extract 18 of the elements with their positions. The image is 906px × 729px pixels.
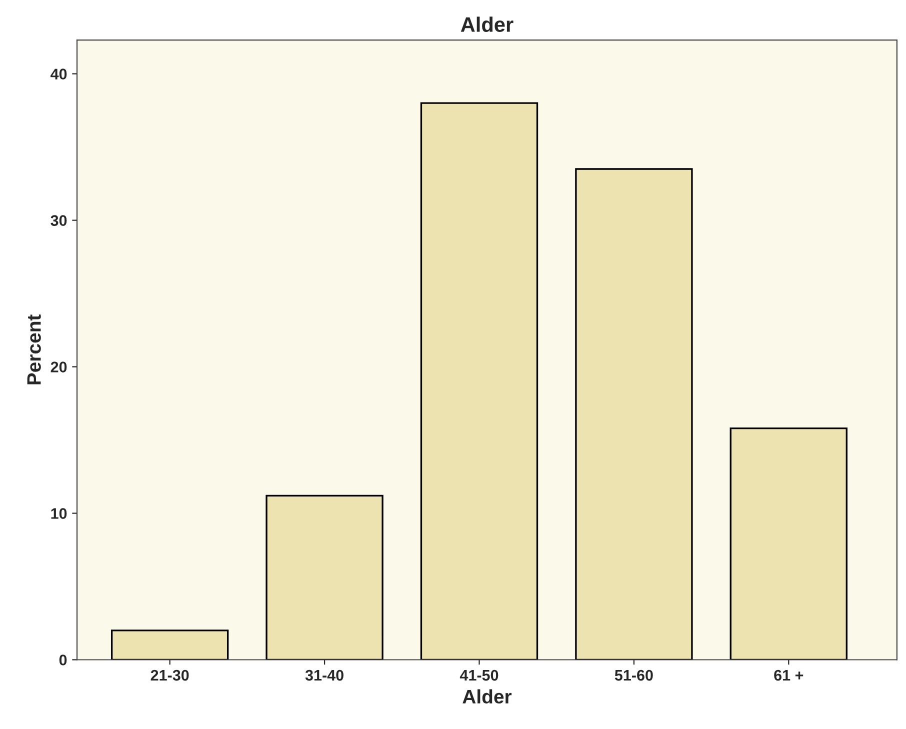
bar: [730, 427, 848, 660]
y-tick-label: 30: [50, 215, 67, 226]
x-tick-label: 21-30: [150, 670, 189, 681]
x-tick-label: 41-50: [460, 670, 498, 681]
bar: [266, 494, 384, 660]
bar: [420, 102, 538, 660]
x-tick-label: 61 +: [774, 670, 804, 681]
bar: [110, 630, 229, 660]
bar: [575, 168, 693, 660]
y-tick-label: 40: [50, 68, 67, 80]
y-tick-label: 10: [51, 508, 67, 519]
x-tick-label: 31-40: [305, 670, 344, 681]
chart-title: Alder: [460, 16, 514, 32]
x-axis-title: Alder: [462, 689, 512, 704]
y-tick-label: 20: [50, 362, 67, 372]
y-tick-label: 0: [59, 654, 67, 666]
x-tick-label: 51-60: [614, 670, 653, 681]
y-axis-title: Percent: [27, 314, 41, 384]
